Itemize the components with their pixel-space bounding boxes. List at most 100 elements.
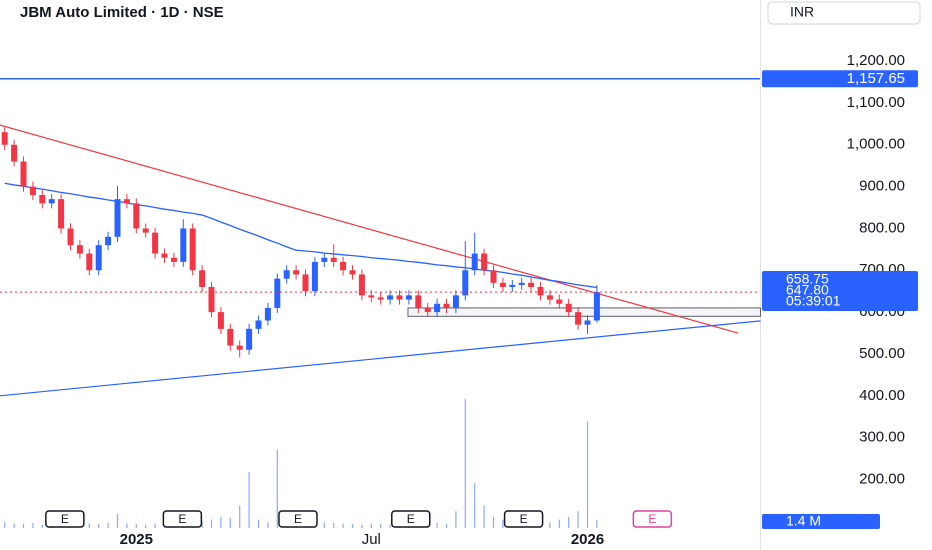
candle-body	[593, 292, 600, 321]
volume-bar	[323, 522, 325, 528]
volume-bar	[455, 511, 457, 528]
candle-body	[48, 199, 55, 204]
volume-bar	[586, 421, 589, 528]
candle-body	[217, 312, 224, 329]
candle-body	[161, 253, 168, 258]
candle-body	[349, 270, 356, 275]
volume-bar	[32, 522, 34, 528]
candle-body	[415, 295, 422, 308]
earnings-marker	[503, 510, 544, 528]
volume-bar	[126, 523, 128, 528]
volume-bar	[596, 520, 598, 528]
candle-body	[227, 328, 234, 346]
y-tick-label: 900.00	[859, 178, 905, 195]
earnings-label: E	[294, 512, 302, 526]
candle-body	[528, 282, 535, 288]
trendline	[0, 124, 739, 334]
candle-body	[1, 132, 8, 145]
volume-bar	[201, 521, 203, 528]
candle-body	[340, 261, 347, 271]
x-tick-label: Jul	[362, 531, 381, 548]
candle-body	[264, 307, 271, 321]
last-price-label: 647.80	[786, 282, 829, 298]
y-tick-label: 1,100.00	[847, 94, 905, 111]
earnings-marker	[278, 510, 318, 528]
candle-body	[443, 303, 450, 308]
volume-bar	[107, 522, 109, 528]
candle-body	[424, 307, 431, 313]
volume-bar	[154, 523, 156, 528]
candle-body	[490, 270, 497, 283]
candle-body	[584, 320, 591, 325]
candle-body	[499, 282, 506, 288]
volume-bar	[116, 514, 119, 528]
candle-body	[170, 257, 177, 262]
candle-body	[95, 245, 102, 271]
candle-body	[39, 194, 46, 204]
volume-bar	[342, 523, 344, 528]
candle-body	[123, 199, 130, 204]
candle-body	[180, 228, 187, 262]
volume-bar	[380, 524, 382, 528]
y-tick-label: 200.00	[859, 470, 905, 487]
y-tick-label: 1,000.00	[847, 136, 905, 153]
x-tick-label: 2026	[571, 531, 604, 548]
volume-bar	[276, 449, 278, 528]
volume-bar	[502, 519, 504, 528]
y-tick-label: 300.00	[859, 429, 905, 446]
volume-label: 1.4 M	[786, 513, 821, 529]
volume-bar	[445, 524, 448, 528]
volume-bar	[389, 524, 391, 528]
candle-body	[330, 257, 337, 262]
candle-body	[575, 312, 582, 325]
volume-label-box	[762, 514, 880, 529]
currency-box[interactable]	[767, 1, 921, 25]
candle-body	[565, 303, 572, 313]
candle-body	[387, 295, 394, 300]
candle-body	[396, 295, 403, 300]
candle-body	[462, 270, 469, 296]
hline-label-box	[762, 70, 918, 88]
volume-bar	[88, 523, 90, 528]
volume-bar	[361, 524, 363, 528]
volume-bar	[229, 517, 231, 528]
candle-body	[199, 270, 206, 288]
candle-body	[481, 253, 488, 271]
volume-bar	[239, 505, 241, 528]
x-tick-label: 2025	[120, 531, 153, 548]
volume-bar	[145, 524, 147, 528]
earnings-marker	[45, 510, 85, 528]
volume-bar	[220, 516, 222, 528]
candle-body	[471, 253, 478, 271]
volume-bar	[257, 519, 260, 528]
candle-body	[368, 295, 375, 298]
trendline	[0, 320, 761, 397]
candle-body	[537, 287, 544, 296]
candle-body	[452, 295, 459, 308]
volume-bar	[577, 511, 579, 528]
volume-bar	[568, 516, 570, 528]
candle-body	[189, 228, 196, 271]
earnings-label: E	[520, 512, 528, 526]
candle-body	[283, 270, 290, 279]
candle-body	[133, 203, 140, 229]
candle-body	[311, 261, 318, 292]
candle-body	[518, 282, 525, 285]
candle-body	[208, 287, 215, 313]
earnings-marker	[632, 510, 673, 528]
candle-body	[321, 257, 328, 262]
volume-bar	[492, 516, 495, 528]
volume-bar	[267, 522, 269, 528]
candle-body	[58, 199, 65, 229]
earnings-marker	[162, 510, 203, 528]
candle-body	[236, 345, 243, 350]
ma-label: 658.75	[786, 271, 829, 287]
y-tick-label: 1,200.00	[847, 52, 905, 69]
candle-body	[105, 236, 112, 246]
earnings-label: E	[407, 512, 415, 526]
y-tick-label: 500.00	[859, 345, 905, 362]
candle-body	[358, 274, 365, 296]
volume-bar	[248, 472, 250, 528]
moving-average	[4, 182, 597, 289]
candle-body	[142, 228, 149, 233]
